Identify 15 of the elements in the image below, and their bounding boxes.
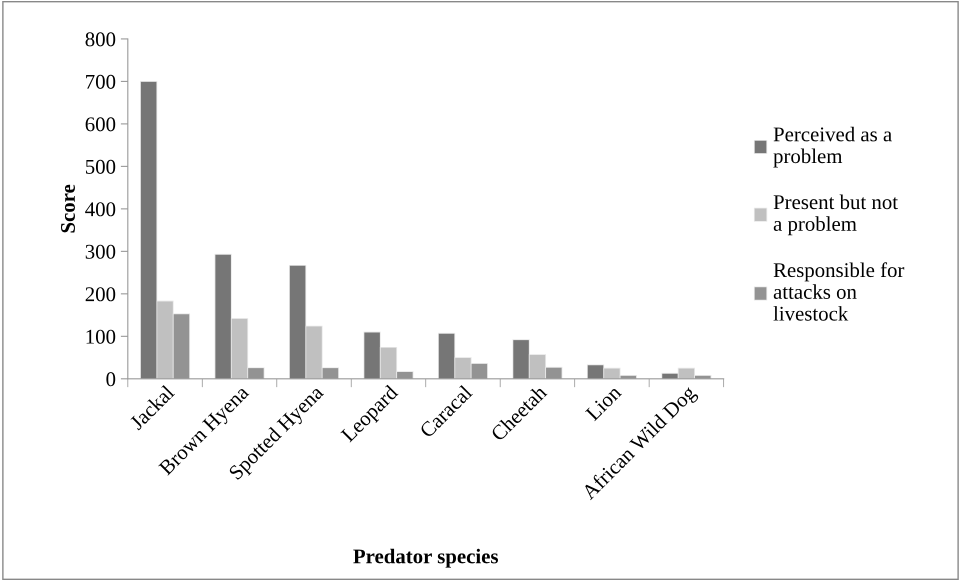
y-tick-label: 300 — [86, 244, 116, 259]
y-axis-title: Score — [60, 184, 75, 232]
y-tick-label: 500 — [86, 160, 116, 174]
y-tick-label: 400 — [85, 202, 116, 216]
y-tick-label: 200 — [86, 287, 116, 302]
y-tick-label: 800 — [86, 32, 116, 46]
y-tick-label: 700 — [86, 74, 116, 89]
legend-label: Responsible for attacks on livestock — [773, 262, 904, 321]
y-tick-label: 100 — [86, 330, 116, 344]
y-tick-label: 600 — [86, 117, 116, 132]
legend-label: Present but not a problem — [774, 194, 898, 236]
x-tick-label: Lion — [584, 384, 622, 422]
legend-label: Perceived as a problem — [773, 126, 892, 168]
x-axis-title: Predator species — [353, 548, 498, 568]
y-tick-label: 0 — [106, 372, 116, 386]
